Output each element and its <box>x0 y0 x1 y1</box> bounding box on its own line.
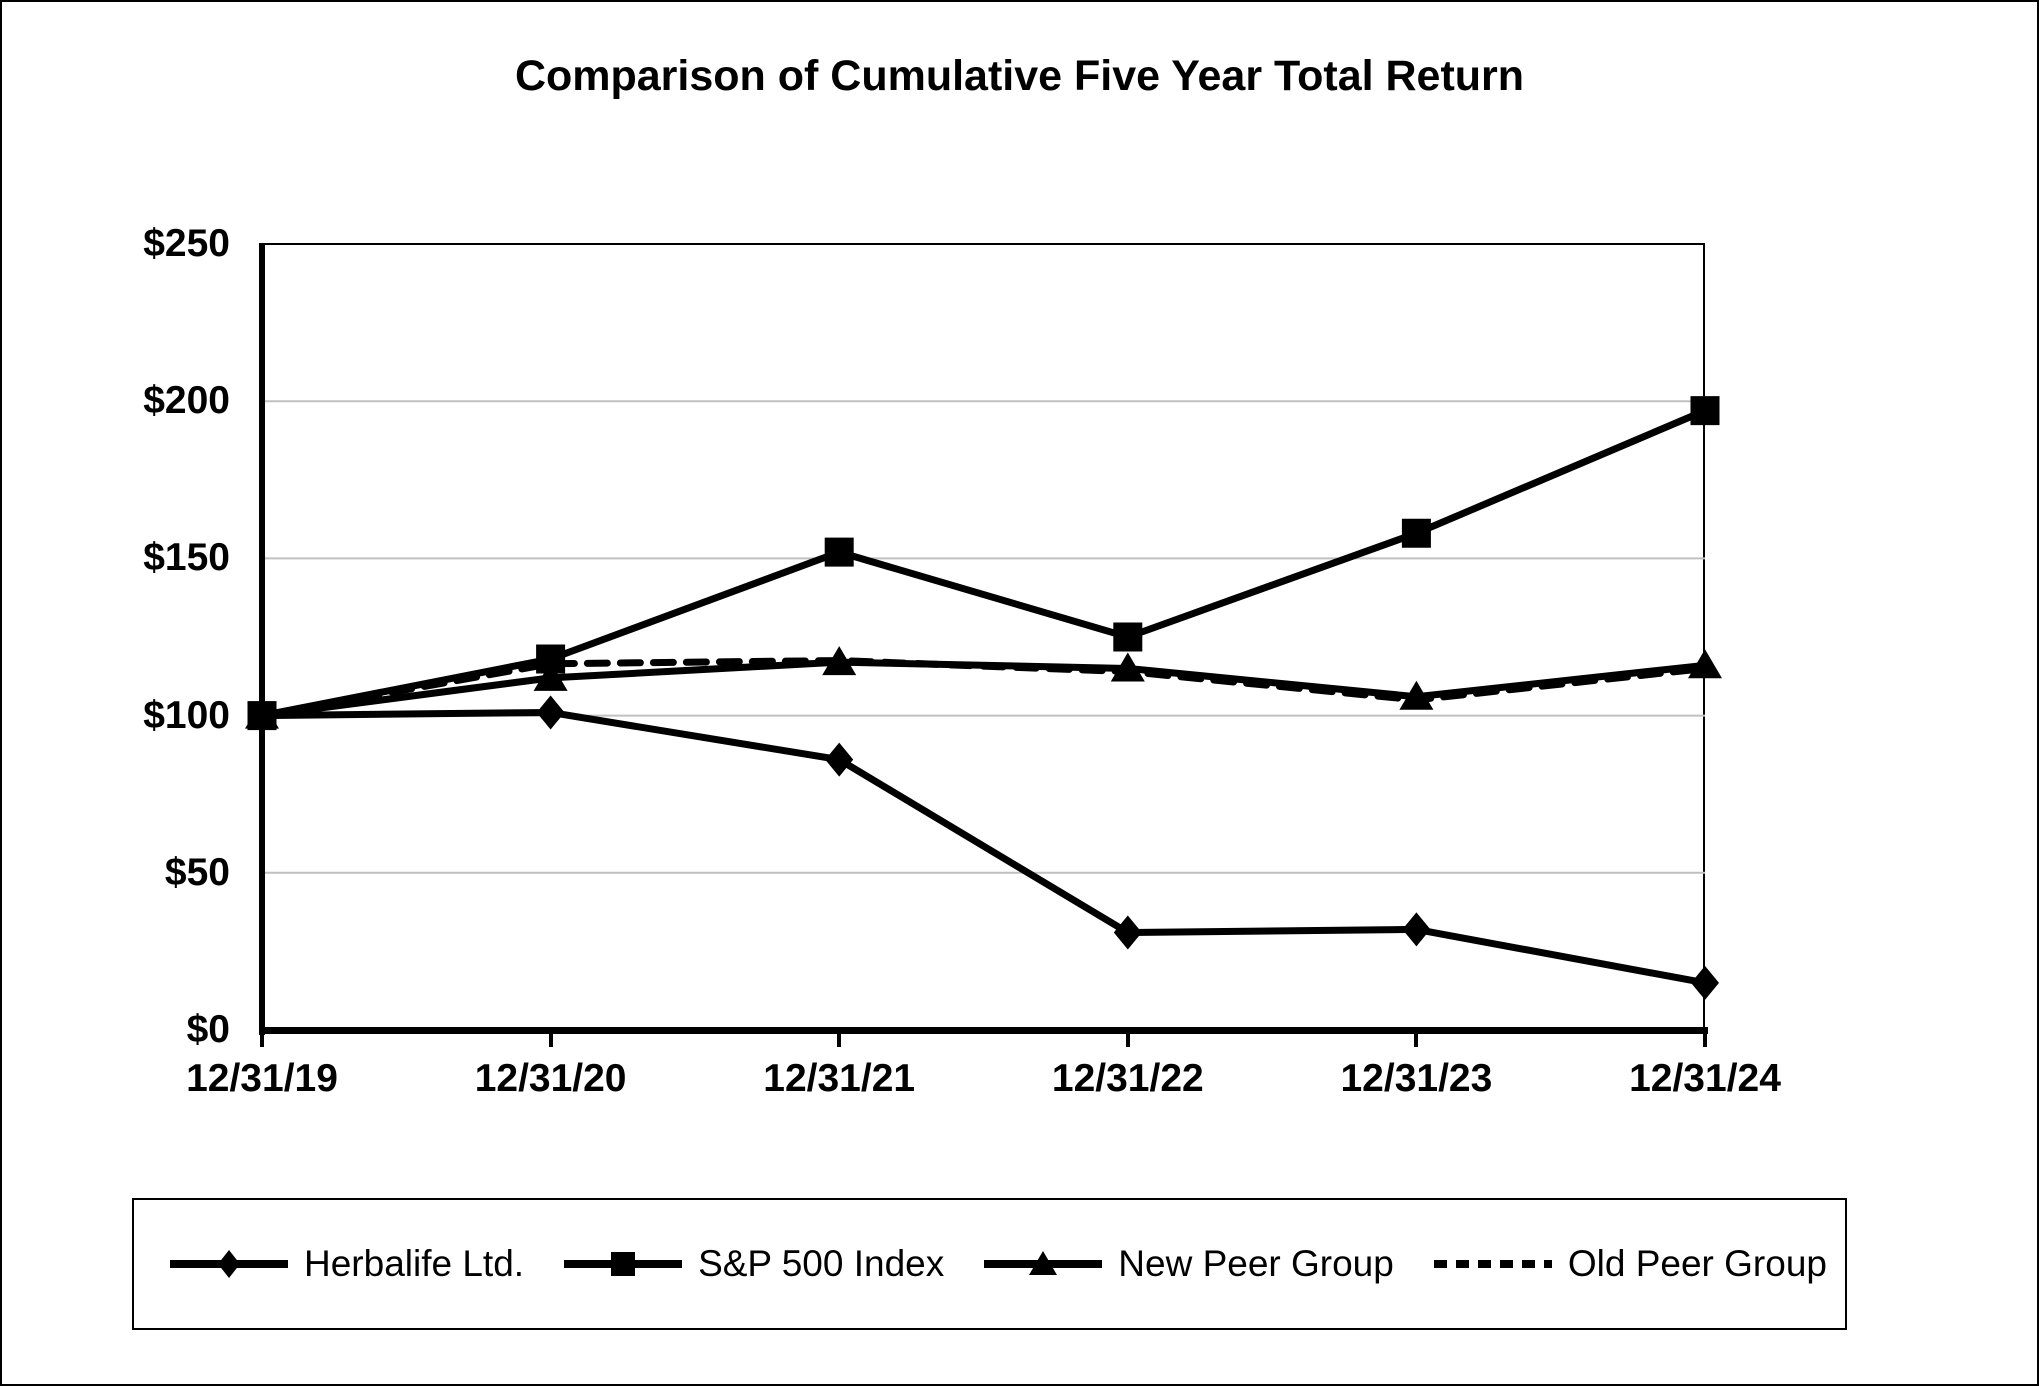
legend-label: Old Peer Group <box>1567 1243 1827 1284</box>
legend-label: S&P 500 Index <box>698 1243 945 1284</box>
triangle-marker <box>1399 680 1434 710</box>
x-tick-label: 12/31/24 <box>1629 1057 1781 1100</box>
legend: Herbalife Ltd. S&P 500 Index New Peer Grou… <box>132 1198 1847 1330</box>
plot-top-border <box>262 243 1705 245</box>
legend-diamond-sample <box>170 1250 288 1278</box>
legend-item: Herbalife Ltd. <box>168 1242 524 1286</box>
x-tick-label: 12/31/19 <box>186 1057 338 1100</box>
legend-label: Herbalife Ltd. <box>304 1243 525 1284</box>
x-axis-line <box>259 1027 1708 1034</box>
plot-right-border <box>1703 244 1705 1030</box>
diamond-marker <box>1113 915 1142 950</box>
legend-dashed-line-sample <box>1433 1260 1552 1268</box>
x-tick <box>837 1032 842 1047</box>
legend-label: New Peer Group <box>1118 1243 1394 1284</box>
x-tick-label: 12/31/21 <box>763 1057 916 1100</box>
square-marker <box>536 644 566 674</box>
triangle-marker <box>533 661 568 691</box>
x-tick-label: 12/31/23 <box>1340 1057 1493 1100</box>
diamond-marker <box>536 695 565 730</box>
x-tick <box>1125 1032 1130 1047</box>
triangle-marker <box>1688 649 1722 679</box>
legend-item: New Peer Group <box>982 1242 1394 1286</box>
y-axis-line <box>259 243 265 1035</box>
square-marker <box>824 537 854 567</box>
plot-svg <box>245 396 1722 1000</box>
x-tick <box>1703 1032 1707 1047</box>
series-line-none <box>258 657 1709 720</box>
y-tick-label: $250 <box>143 222 230 265</box>
legend-item: S&P 500 Index <box>562 1242 944 1286</box>
square-marker <box>1113 622 1143 652</box>
y-tick-label: $200 <box>143 379 230 423</box>
diamond-marker <box>825 742 854 777</box>
triangle-marker <box>822 646 857 676</box>
y-tick-label: $0 <box>186 1008 230 1051</box>
square-marker <box>1401 518 1431 548</box>
y-tick-label: $100 <box>143 693 230 737</box>
x-tick <box>1414 1032 1419 1047</box>
series-line-square <box>258 407 1709 720</box>
legend-triangle-sample <box>984 1251 1103 1275</box>
diamond-marker <box>1402 912 1431 947</box>
legend-square-sample <box>564 1252 683 1276</box>
y-tick-label: $50 <box>164 850 230 894</box>
y-tick-label: $150 <box>143 536 230 580</box>
square-marker <box>1690 396 1720 426</box>
x-tick <box>548 1032 553 1047</box>
triangle-marker <box>1110 652 1145 682</box>
diamond-marker <box>1691 965 1719 1000</box>
x-tick-label: 12/31/22 <box>1051 1057 1204 1100</box>
x-tick-label: 12/31/20 <box>474 1057 627 1100</box>
x-tick <box>260 1032 264 1047</box>
chart-title: Comparison of Cumulative Five Year Total… <box>514 52 1525 100</box>
series-line-diamond <box>258 708 1709 987</box>
legend-item: Old Peer Group <box>1432 1242 1827 1286</box>
